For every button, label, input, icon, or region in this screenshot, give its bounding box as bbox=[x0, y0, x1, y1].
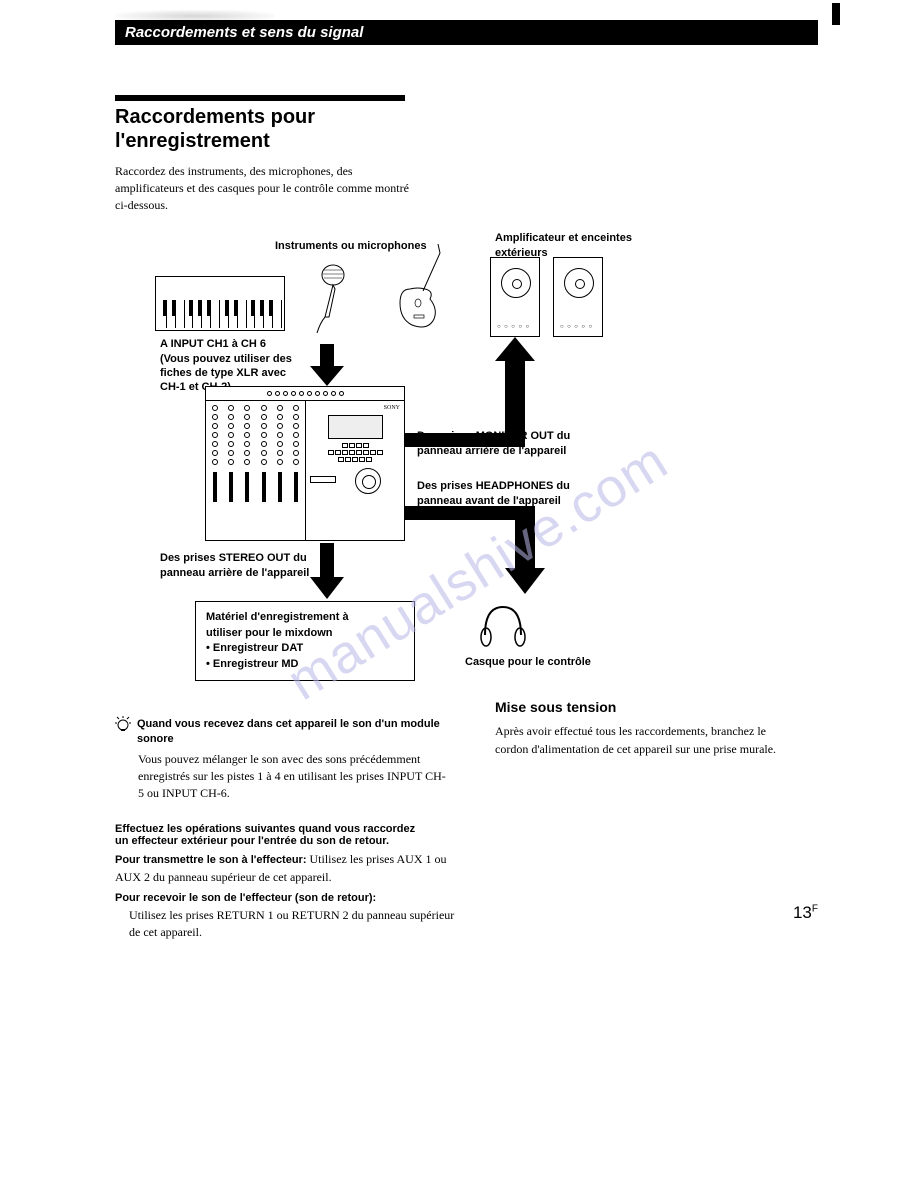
right-column: Mise sous tension Après avoir effectué t… bbox=[495, 699, 795, 945]
monitor-out-label: Des prises MONITOR OUT du panneau arrièr… bbox=[417, 429, 570, 458]
effector-receive: Pour recevoir le son de l'effecteur (son… bbox=[115, 891, 455, 942]
speaker-right-icon: ○ ○ ○ ○ ○ bbox=[553, 257, 603, 337]
intro-paragraph: Raccordez des instruments, des microphon… bbox=[115, 163, 415, 213]
mon-l2: panneau arrière de l'appareil bbox=[417, 445, 566, 457]
guitar-icon bbox=[390, 241, 455, 336]
st-l2: panneau arrière de l'appareil bbox=[160, 567, 309, 579]
keyboard-icon bbox=[155, 276, 285, 331]
md-4: • Enregistreur MD bbox=[206, 657, 404, 672]
receive-bold: Pour recevoir le son de l'effecteur (son… bbox=[115, 891, 455, 907]
mixer-icon: SONY bbox=[205, 386, 405, 541]
title-line-1: Raccordements pour bbox=[115, 106, 315, 128]
page-num-suffix: F bbox=[812, 903, 818, 914]
input-l1: A INPUT CH1 à CH 6 bbox=[160, 338, 266, 350]
receive-body: Utilisez les prises RETURN 1 ou RETURN 2… bbox=[129, 907, 455, 942]
hp-l1: Des prises HEADPHONES du bbox=[417, 480, 570, 492]
title-line-2: l'enregistrement bbox=[115, 130, 270, 152]
arrow-down-input bbox=[310, 344, 344, 386]
connection-diagram: Instruments ou microphones Amplificateur… bbox=[115, 231, 818, 681]
headphones-icon bbox=[475, 601, 531, 651]
tip-title: Quand vous recevez dans cet appareil le … bbox=[137, 717, 455, 747]
amp-label-1: Amplificateur et enceintes bbox=[495, 232, 632, 244]
section-rule bbox=[115, 95, 405, 101]
casque-label: Casque pour le contrôle bbox=[465, 655, 591, 669]
lower-columns: Quand vous recevez dans cet appareil le … bbox=[115, 699, 818, 945]
st-l1: Des prises STEREO OUT du bbox=[160, 552, 307, 564]
input-l3: fiches de type XLR avec bbox=[160, 367, 286, 379]
power-body: Après avoir effectué tous les raccordeme… bbox=[495, 723, 795, 758]
power-heading: Mise sous tension bbox=[495, 699, 795, 715]
keyboard-keys bbox=[158, 300, 282, 328]
page-container: Raccordements et sens du signal Raccorde… bbox=[0, 0, 918, 966]
tip-body: Vous pouvez mélanger le son avec des son… bbox=[138, 751, 448, 801]
arrow-to-headphones bbox=[405, 506, 555, 596]
page-num-value: 13 bbox=[793, 903, 812, 922]
tip-block: Quand vous recevez dans cet appareil le … bbox=[115, 717, 455, 747]
md-2: utiliser pour le mixdown bbox=[206, 626, 404, 641]
microphone-icon bbox=[315, 261, 365, 336]
input-l2: (Vous pouvez utiliser des bbox=[160, 353, 292, 365]
md-3: • Enregistreur DAT bbox=[206, 641, 404, 656]
amplifier-label: Amplificateur et enceintes extérieurs bbox=[495, 231, 632, 260]
stereo-out-label: Des prises STEREO OUT du panneau arrière… bbox=[160, 551, 309, 580]
mixdown-box: Matériel d'enregistrement à utiliser pou… bbox=[195, 601, 415, 681]
page-number: 13F bbox=[793, 903, 818, 923]
section-title: Raccordements pour l'enregistrement bbox=[115, 105, 818, 153]
effector-transmit: Pour transmettre le son à l'effecteur: U… bbox=[115, 851, 455, 886]
transmit-bold: Pour transmettre le son à l'effecteur: bbox=[115, 854, 307, 866]
left-column: Quand vous recevez dans cet appareil le … bbox=[115, 699, 455, 945]
mon-l1: Des prises MONITOR OUT du bbox=[417, 430, 570, 442]
eff-i2: un effecteur extérieur pour l'entrée du … bbox=[115, 835, 389, 847]
speaker-left-icon: ○ ○ ○ ○ ○ bbox=[490, 257, 540, 337]
effector-intro: Effectuez les opérations suivantes quand… bbox=[115, 823, 455, 847]
hp-l2: panneau avant de l'appareil bbox=[417, 495, 561, 507]
header-bar: Raccordements et sens du signal bbox=[115, 20, 818, 45]
arrow-to-mixdown bbox=[310, 543, 344, 599]
headphones-out-label: Des prises HEADPHONES du panneau avant d… bbox=[417, 479, 570, 508]
md-1: Matériel d'enregistrement à bbox=[206, 610, 404, 625]
tip-icon bbox=[115, 716, 131, 747]
eff-i1: Effectuez les opérations suivantes quand… bbox=[115, 823, 415, 835]
